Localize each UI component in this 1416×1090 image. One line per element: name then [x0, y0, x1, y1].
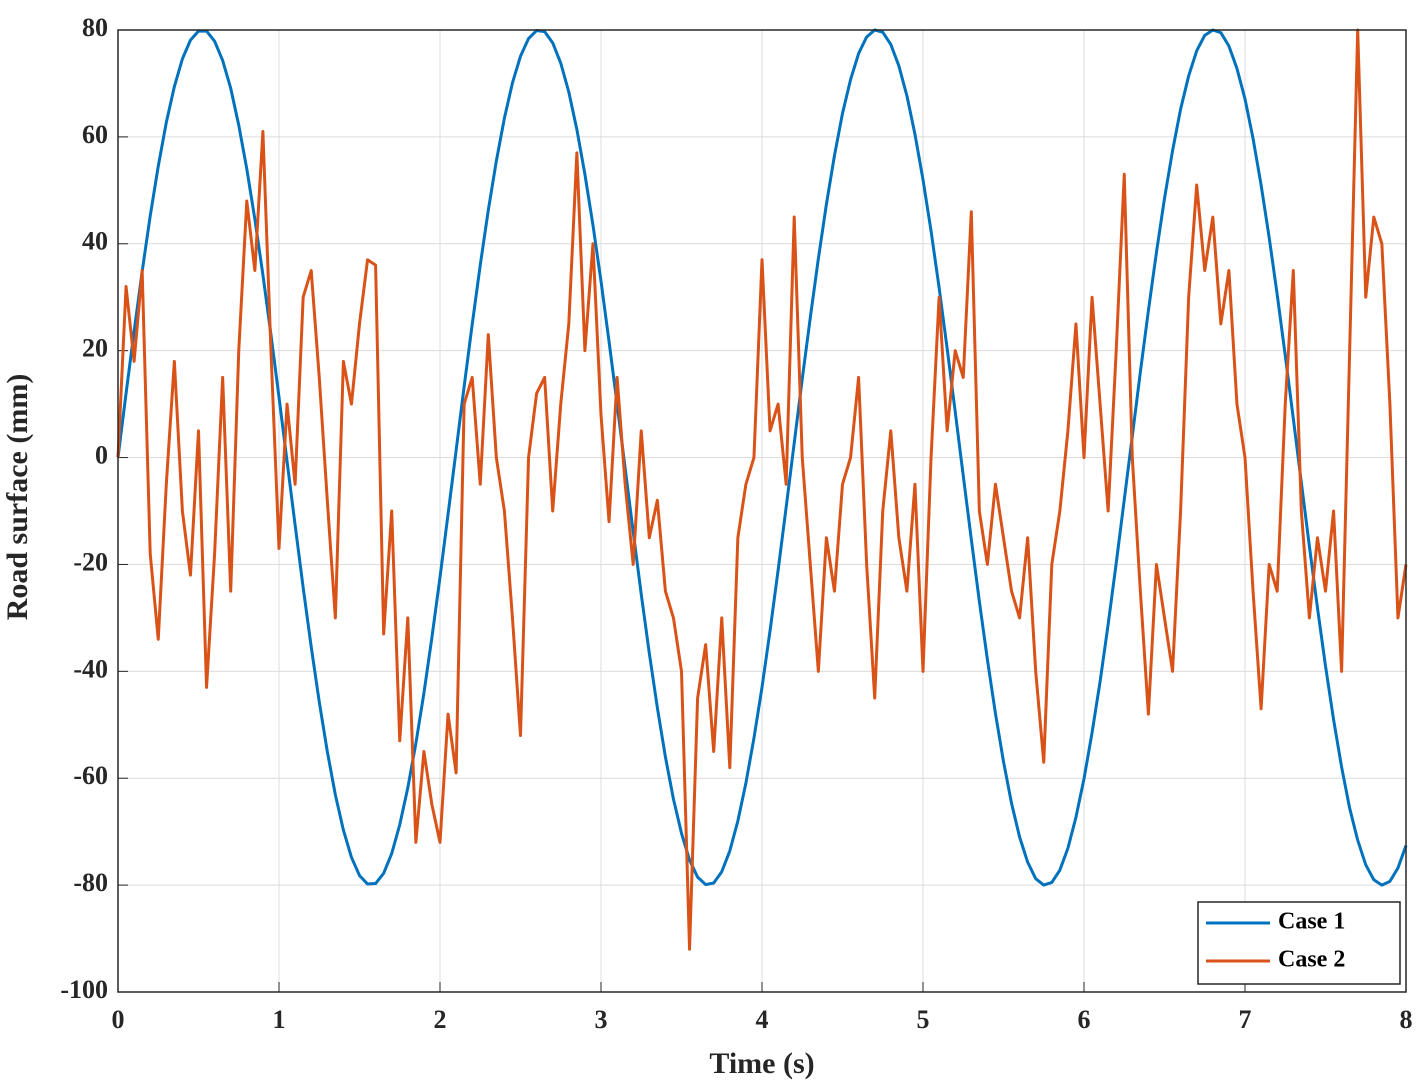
x-tick-label: 0 [112, 1005, 125, 1034]
x-tick-label: 8 [1400, 1005, 1413, 1034]
legend: Case 1 Case 2 [1197, 901, 1401, 985]
y-axis-label: Road surface (mm) [1, 374, 34, 621]
y-tick-label: 40 [82, 227, 108, 256]
x-tick-label: 2 [434, 1005, 447, 1034]
legend-box [1197, 901, 1401, 985]
x-tick-label: 6 [1078, 1005, 1091, 1034]
plot-frame [117, 29, 1407, 993]
x-tick-label: 5 [917, 1005, 930, 1034]
x-tick-label: 4 [756, 1005, 769, 1034]
x-tick-label: 3 [595, 1005, 608, 1034]
y-tick-label: -80 [73, 868, 108, 897]
legend-label: Case 2 [1278, 947, 1345, 973]
y-tick-label: -20 [73, 547, 108, 576]
y-tick-label: 60 [82, 120, 108, 149]
x-tick-label: 1 [273, 1005, 286, 1034]
y-tick-label: -60 [73, 761, 108, 790]
y-tick-label: 0 [95, 441, 108, 470]
y-tick-label: -100 [60, 975, 108, 1004]
x-tick-label: 7 [1239, 1005, 1252, 1034]
series-line [116, 28, 1408, 951]
y-tick-label: 20 [82, 334, 108, 363]
legend-label: Case 1 [1278, 909, 1345, 935]
y-tick-label: -40 [73, 654, 108, 683]
x-axis-label: Time (s) [709, 1047, 814, 1080]
series-line [116, 28, 1408, 887]
y-tick-label: 80 [82, 13, 108, 42]
